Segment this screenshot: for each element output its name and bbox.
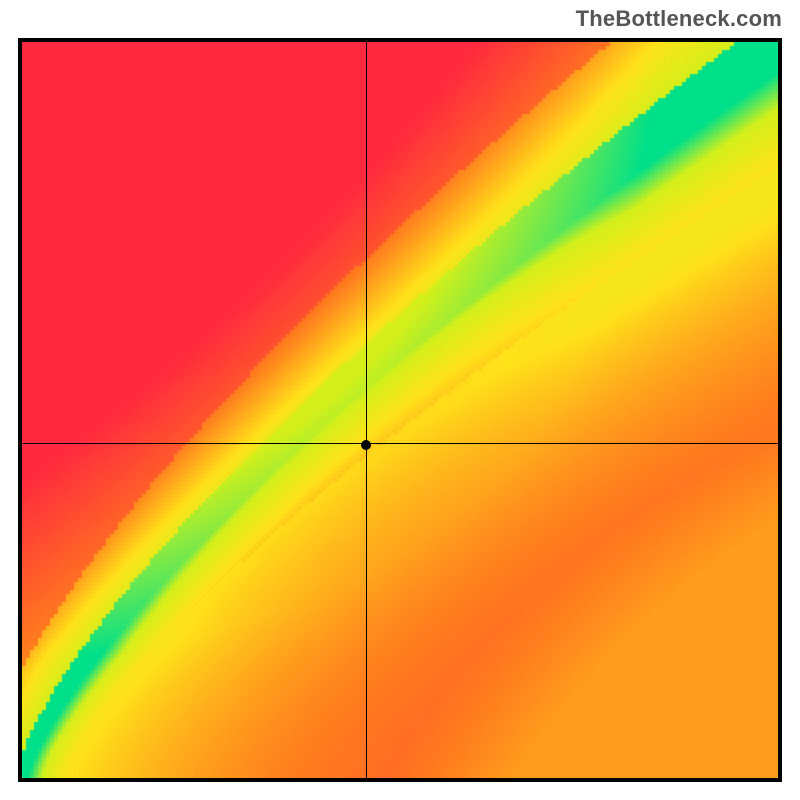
chart-container: TheBottleneck.com <box>0 0 800 800</box>
marker-dot <box>361 440 371 450</box>
chart-area <box>18 38 782 782</box>
heatmap-canvas <box>22 42 778 778</box>
watermark-text: TheBottleneck.com <box>576 6 782 32</box>
crosshair-vertical <box>366 42 367 778</box>
crosshair-horizontal <box>22 443 778 444</box>
